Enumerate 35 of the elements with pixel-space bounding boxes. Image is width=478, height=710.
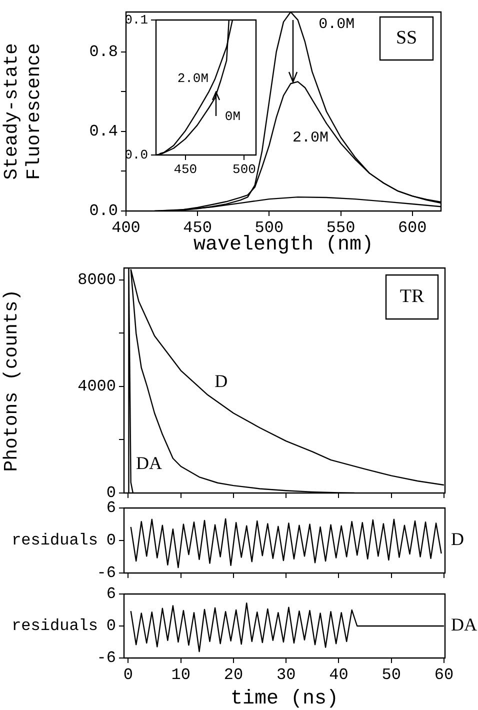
series-label: 2.0M: [292, 129, 328, 146]
y-tick-label: 4000: [78, 378, 116, 396]
y-tick-label: -6: [96, 649, 116, 668]
series-label: DA: [451, 614, 477, 635]
series-label: D: [214, 371, 228, 392]
y-tick-label: 0.4: [89, 122, 118, 141]
x-tick-label: 500: [232, 162, 256, 178]
y-tick-label: 0: [106, 617, 116, 636]
x-tick-label: 450: [174, 162, 198, 178]
y-tick-label: -6: [96, 564, 116, 582]
y-tick-label: 8000: [78, 271, 116, 290]
y-axis-title: Photons (counts): [0, 289, 22, 472]
x-tick-label: 30: [276, 666, 296, 684]
annotation: SS: [396, 27, 418, 48]
y-tick-label: 0: [106, 532, 116, 550]
y-tick-label: 6: [106, 585, 116, 604]
series-label: D: [451, 529, 464, 550]
x-tick-label: 40: [329, 666, 348, 684]
x-tick-label: 400: [112, 218, 140, 237]
annotation: TR: [400, 286, 424, 307]
y-axis-title: residuals: [12, 532, 98, 550]
legend-label: 0M: [224, 109, 241, 124]
y-axis-title: Steady-state Fluorescence: [0, 43, 46, 180]
series-label: DA: [136, 453, 162, 474]
x-tick-label: 60: [434, 666, 454, 684]
x-tick-label: 20: [224, 666, 244, 684]
x-axis-title: time (ns): [230, 687, 339, 710]
x-tick-label: 10: [171, 666, 190, 684]
x-tick-label: 50: [382, 666, 401, 684]
y-tick-label: 0.0: [89, 202, 118, 220]
y-axis-title: residuals: [12, 617, 98, 636]
series-label: 2.0M: [177, 70, 209, 86]
series-label: 0.0M: [318, 16, 355, 33]
x-tick-label: 600: [398, 218, 427, 237]
y-tick-label: 0.8: [89, 43, 118, 62]
